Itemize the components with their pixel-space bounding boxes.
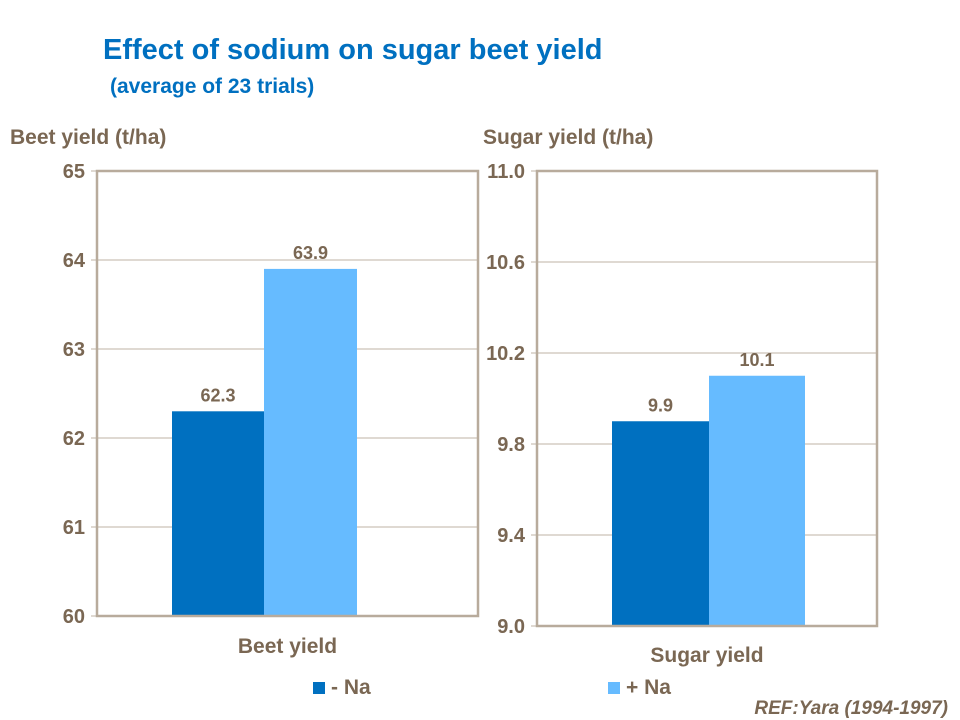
data-label: 63.9: [293, 243, 328, 263]
sugar-yield-axis-label: Sugar yield (t/ha): [483, 126, 654, 149]
beet-yield-axis-label: Beet yield (t/ha): [10, 126, 167, 149]
y-tick-label: 63: [63, 339, 85, 361]
chart-subtitle: (average of 23 trials): [110, 75, 315, 98]
legend-label: + Na: [626, 676, 671, 699]
data-label: 9.9: [648, 395, 673, 415]
x-category-label: Beet yield: [238, 635, 337, 658]
plot-frame: [535, 169, 879, 628]
x-category-label: Sugar yield: [650, 644, 763, 667]
y-tick-label: 61: [63, 517, 85, 539]
chart-title: Effect of sodium on sugar beet yield: [103, 34, 603, 66]
y-tick-label: 65: [63, 161, 85, 183]
y-tick-label: 11.0: [487, 161, 525, 183]
y-tick-label: 10.2: [486, 343, 525, 365]
reference-note: REF:Yara (1994-1997): [754, 698, 948, 719]
y-tick-label: 9.4: [497, 525, 526, 547]
data-label: 62.3: [200, 385, 235, 405]
y-tick-label: 9.0: [497, 616, 525, 638]
plot-frame: [95, 169, 480, 618]
bar-minus-na: [172, 411, 264, 616]
bar-minus-na: [612, 421, 709, 626]
y-tick-label: 10.6: [486, 252, 525, 274]
legend-item-minus-na: - Na: [313, 676, 371, 700]
bar-plus-na: [709, 375, 805, 626]
y-tick-label: 64: [63, 250, 86, 272]
bar-plus-na: [264, 268, 357, 616]
y-tick-label: 9.8: [497, 434, 525, 456]
data-label: 10.1: [739, 350, 774, 370]
y-tick-label: 60: [63, 606, 85, 628]
legend-label: - Na: [331, 676, 371, 699]
y-tick-label: 62: [63, 428, 85, 450]
legend-item-plus-na: + Na: [608, 676, 671, 700]
legend-swatch-minus-na: [313, 682, 325, 694]
legend-swatch-plus-na: [608, 682, 620, 694]
